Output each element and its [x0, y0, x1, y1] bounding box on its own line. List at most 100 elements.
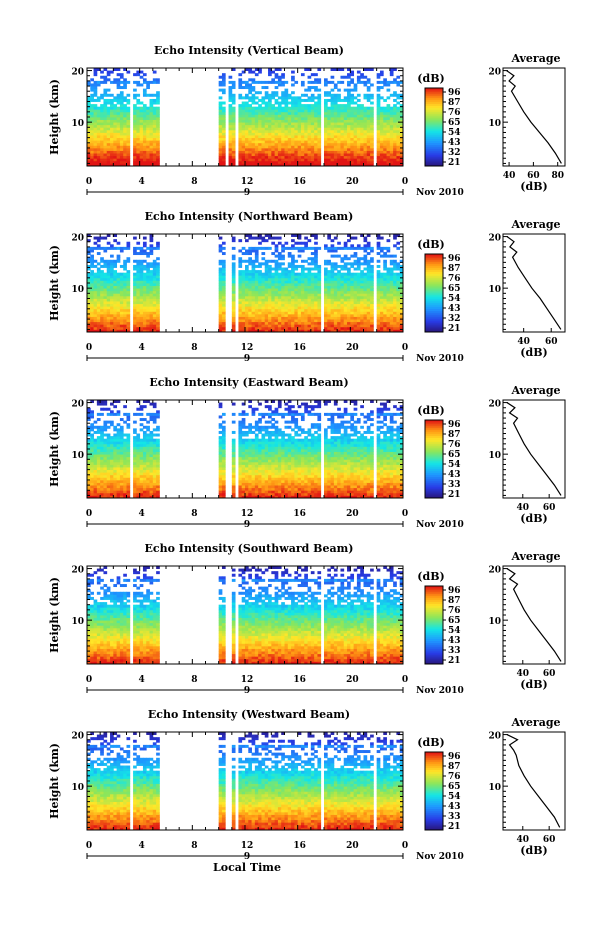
- heatmap-cell: [344, 265, 348, 268]
- heatmap-cell: [133, 273, 137, 276]
- heatmap-cell: [150, 319, 154, 322]
- heatmap-cell: [268, 317, 272, 320]
- heatmap-cell: [219, 140, 223, 143]
- heatmap-cell: [146, 117, 150, 120]
- heatmap-cell: [370, 319, 374, 322]
- heatmap-cell: [117, 247, 121, 250]
- heatmap-cell: [377, 260, 381, 263]
- heatmap-cell: [396, 102, 400, 105]
- heatmap-cell: [229, 99, 233, 102]
- heatmap-cell: [133, 247, 137, 250]
- heatmap-cell: [232, 153, 236, 156]
- heatmap-cell: [357, 260, 361, 263]
- heatmap-cell: [133, 89, 137, 92]
- heatmap-cell: [281, 286, 285, 289]
- heatmap-cell: [370, 127, 374, 130]
- heatmap-cell: [156, 145, 160, 148]
- heatmap-cell: [107, 454, 111, 457]
- heatmap-cell: [275, 327, 279, 330]
- heatmap-cell: [248, 304, 252, 307]
- heatmap-cell: [153, 145, 157, 148]
- heatmap-cell: [258, 158, 262, 161]
- heatmap-cell: [327, 122, 331, 125]
- heatmap-cell: [100, 490, 104, 493]
- heatmap-cell: [245, 104, 249, 107]
- heatmap-cell: [94, 431, 98, 434]
- heatmap-cell: [393, 304, 397, 307]
- heatmap-cell: [90, 480, 94, 483]
- heatmap-cell: [232, 102, 236, 105]
- heatmap-cell: [340, 156, 344, 159]
- heatmap-cell: [294, 112, 298, 115]
- heatmap-cell: [317, 145, 321, 148]
- heatmap-cell: [229, 86, 233, 89]
- heatmap-cell: [317, 109, 321, 112]
- heatmap-cell: [143, 145, 147, 148]
- heatmap-cell: [238, 322, 242, 325]
- heatmap-cell: [94, 91, 98, 94]
- heatmap-cell: [140, 249, 144, 252]
- heatmap-cell: [396, 117, 400, 120]
- heatmap-cell: [377, 304, 381, 307]
- heatmap-cell: [387, 104, 391, 107]
- colorbar-tick-label: 43: [448, 304, 461, 314]
- heatmap-cell: [357, 117, 361, 120]
- heatmap-cell: [110, 273, 114, 276]
- heatmap-cell: [133, 283, 137, 286]
- heatmap-cell: [298, 96, 302, 99]
- heatmap-cell: [222, 120, 226, 123]
- heatmap-cell: [100, 273, 104, 276]
- heatmap-cell: [357, 158, 361, 161]
- heatmap-cell: [232, 96, 236, 99]
- heatmap-cell: [275, 145, 279, 148]
- heatmap-cell: [396, 268, 400, 271]
- heatmap-cell: [390, 151, 394, 154]
- heatmap-cell: [219, 138, 223, 141]
- heatmap-cell: [107, 94, 111, 97]
- heatmap-cell: [311, 104, 315, 107]
- heatmap-cell: [222, 273, 226, 276]
- colorbar-tick-label: 87: [448, 264, 461, 274]
- heatmap-cell: [136, 283, 140, 286]
- heatmap-cell: [350, 138, 354, 141]
- heatmap-cell: [340, 314, 344, 317]
- heatmap-cell: [123, 148, 127, 151]
- heatmap-cell: [245, 145, 249, 148]
- heatmap-cell: [298, 158, 302, 161]
- heatmap-cell: [219, 102, 223, 105]
- heatmap-cell: [327, 130, 331, 133]
- heatmap-cell: [331, 135, 335, 138]
- heatmap-cell: [103, 114, 107, 117]
- heatmap-cell: [136, 260, 140, 263]
- heatmap-cell: [275, 265, 279, 268]
- heatmap-cell: [393, 151, 397, 154]
- heatmap-cell: [248, 327, 252, 330]
- heatmap-cell: [281, 319, 285, 322]
- heatmap-cell: [127, 278, 131, 281]
- heatmap-cell: [271, 125, 275, 128]
- heatmap-cell: [390, 309, 394, 312]
- heatmap-cell: [156, 156, 160, 159]
- heatmap-cell: [288, 275, 292, 278]
- heatmap-cell: [113, 488, 117, 491]
- heatmap-cell: [275, 273, 279, 276]
- heatmap-cell: [222, 138, 226, 141]
- heatmap-cell: [156, 304, 160, 307]
- heatmap-cell: [268, 94, 272, 97]
- heatmap-cell: [344, 127, 348, 130]
- heatmap-cell: [357, 120, 361, 123]
- heatmap-cell: [133, 286, 137, 289]
- heatmap-cell: [140, 283, 144, 286]
- heatmap-cell: [288, 148, 292, 151]
- heatmap-cell: [396, 327, 400, 330]
- heatmap-cell: [153, 327, 157, 330]
- heatmap-cell: [396, 296, 400, 299]
- heatmap-cell: [136, 83, 140, 86]
- heatmap-cell: [232, 143, 236, 146]
- heatmap-cell: [298, 327, 302, 330]
- heatmap-cell: [281, 291, 285, 294]
- heatmap-cell: [255, 293, 259, 296]
- y-axis-label: Height (km): [48, 79, 61, 155]
- heatmap-cell: [268, 81, 272, 84]
- heatmap-cell: [136, 94, 140, 97]
